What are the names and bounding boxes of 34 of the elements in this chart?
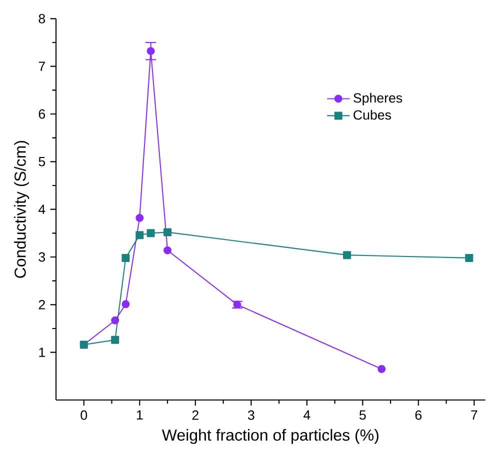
- x-tick-label: 0: [80, 410, 88, 420]
- x-tick-label: 1: [136, 410, 143, 420]
- y-tick-label: 2: [38, 300, 45, 310]
- x-tick-label: 2: [192, 410, 198, 420]
- y-tick-label: 4: [38, 204, 46, 214]
- point: [111, 316, 120, 324]
- y-tick-label: 3: [38, 252, 46, 262]
- x-tick-label: 5: [359, 410, 366, 420]
- x-axis-title: Weight fraction of particles (%): [162, 428, 378, 444]
- point: [146, 47, 155, 56]
- point: [136, 231, 144, 240]
- y-tick-label: 1: [39, 348, 45, 357]
- point: [146, 229, 155, 238]
- y-tick-label: 7: [38, 62, 45, 71]
- y-tick-label: 6: [38, 109, 46, 119]
- point: [465, 254, 474, 262]
- point: [164, 246, 172, 254]
- point: [233, 300, 242, 309]
- point: [122, 254, 130, 262]
- point: [343, 251, 352, 260]
- point: [136, 214, 144, 222]
- y-tick-label: 5: [38, 157, 46, 166]
- x-tick-label: 4: [304, 410, 310, 420]
- point: [164, 228, 172, 236]
- x-tick-label: 6: [415, 410, 422, 420]
- legend-label: Cubes: [354, 110, 391, 120]
- point: [378, 365, 386, 374]
- x-tick-label: 7: [471, 410, 478, 420]
- y-tick-label: 8: [38, 14, 46, 24]
- x-tick-label: 3: [248, 410, 254, 420]
- point: [122, 300, 130, 308]
- legend-label: Spheres: [354, 92, 402, 106]
- point: [111, 336, 120, 344]
- y-axis-title: Conductivity (S/cm): [14, 141, 30, 278]
